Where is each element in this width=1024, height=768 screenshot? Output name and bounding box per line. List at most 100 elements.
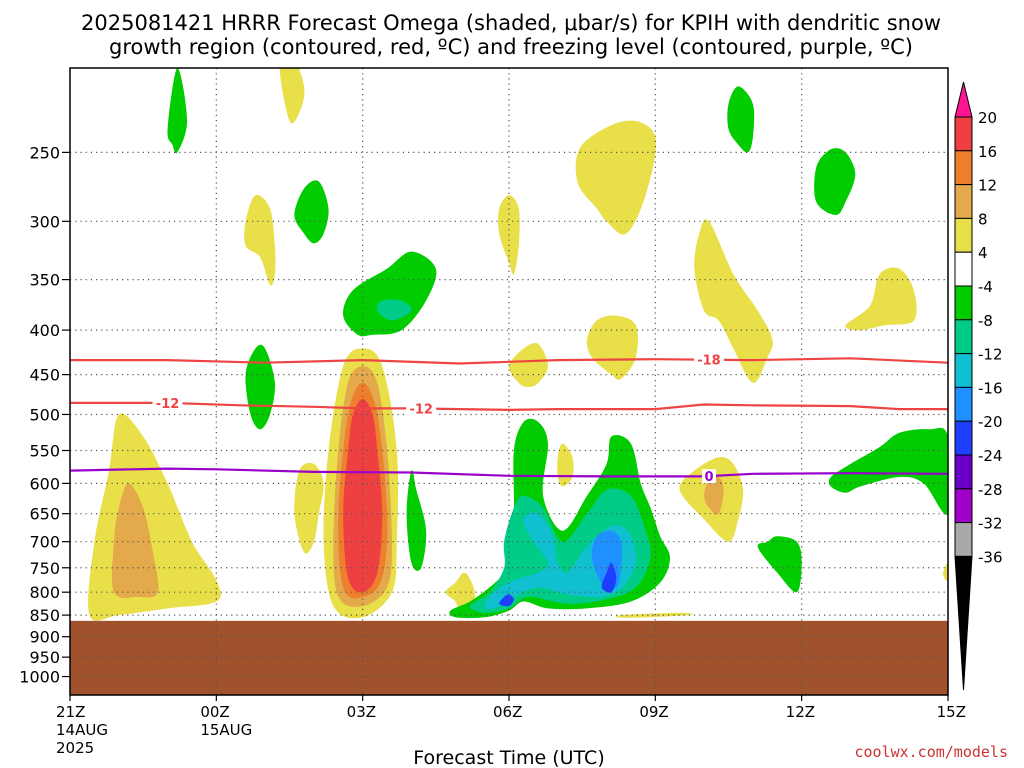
x-tick-label-5: 12Z [786, 703, 815, 721]
omega-region-1 [111, 483, 159, 599]
omega-region-36 [943, 562, 948, 581]
y-tick-label-1000: 1000 [19, 668, 60, 687]
colorbar-label-13: -36 [978, 548, 1003, 566]
omega-region-35 [828, 427, 948, 515]
omega-region-12 [376, 299, 412, 321]
omega-region-11 [343, 251, 437, 337]
y-tick-label-500: 500 [29, 405, 60, 424]
contour-label-0-0: 0 [704, 470, 713, 485]
colorbar: 20 16 12 8 4 -4 -8 -12 -16 -20 -24 -28 -32 -36 [954, 81, 1003, 691]
y-tick-label-700: 700 [29, 533, 60, 552]
source-label: coolwx.com/models [854, 743, 1008, 761]
y-tick-label-450: 450 [29, 366, 60, 385]
y-tick-label-600: 600 [29, 474, 60, 493]
x-tick-label-6: 15Z [937, 703, 966, 721]
x-tick-label-0: 21Z [56, 703, 85, 721]
contour-label-bg--12-1 [406, 401, 437, 416]
contour-line-0 [70, 467, 948, 478]
omega-region-14 [245, 344, 276, 430]
omega-region-33 [704, 476, 724, 515]
colorbar-label-9: -20 [978, 413, 1003, 431]
y-tick-label-900: 900 [29, 628, 60, 647]
colorbar-label-6: -8 [978, 312, 993, 330]
y-axis: 250 300 350 400 450 500 550 600 650 700 750 800 850 9… [19, 143, 70, 687]
colorbar-segment-3 [954, 184, 973, 219]
contour-label-bg-0-0 [701, 469, 716, 484]
y-tick-label-950: 950 [29, 648, 60, 667]
x-tick-date-1: 15AUG [200, 721, 252, 739]
x-tick-label-4: 09Z [639, 703, 668, 721]
contour-label-bg--12-0 [152, 395, 183, 410]
colorbar-label-0: 20 [978, 109, 997, 127]
colorbar-segment-2 [954, 150, 973, 186]
colorbar-label-12: -32 [978, 515, 1003, 533]
colorbar-segment-12 [954, 488, 973, 524]
y-tick-label-400: 400 [29, 321, 60, 340]
omega-region-26 [586, 315, 638, 380]
chart-title-line1: 2025081421 HRRR Forecast Omega (shaded, … [81, 11, 941, 35]
colorbar-segment-13 [954, 522, 973, 557]
omega-region-24 [508, 342, 548, 387]
contour-label-bg--18-0 [693, 352, 724, 367]
colorbar-label-4: 4 [978, 244, 988, 262]
x-tick-label-3: 06Z [493, 703, 522, 721]
omega-region-6 [294, 462, 324, 554]
omega-region-30 [694, 219, 773, 383]
x-tick-year-0: 2025 [56, 739, 94, 757]
omega-region-21 [601, 562, 617, 593]
colorbar-segment-6 [954, 285, 973, 321]
y-tick-label-800: 800 [29, 583, 60, 602]
colorbar-segment-10 [954, 420, 973, 456]
omega-region-5 [343, 399, 383, 593]
colorbar-segment-4 [954, 217, 973, 253]
colorbar-label-8: -16 [978, 379, 1003, 397]
colorbar-segment-5 [954, 251, 973, 287]
contour-label--12-1: -12 [409, 403, 433, 418]
y-tick-label-750: 750 [29, 559, 60, 578]
omega-region-10 [244, 194, 276, 286]
colorbar-label-7: -12 [978, 346, 1003, 364]
ground-below-surface [70, 620, 948, 695]
omega-region-7 [167, 68, 188, 154]
colorbar-label-3: 8 [978, 210, 988, 228]
omega-region-34 [757, 536, 802, 593]
omega-region-9 [294, 180, 329, 244]
colorbar-label-5: -4 [978, 278, 993, 296]
colorbar-bottom-arrow [954, 555, 973, 691]
omega-region-31 [845, 267, 917, 331]
y-tick-label-650: 650 [29, 505, 60, 524]
colorbar-segment-11 [954, 454, 973, 490]
contour-lines: -18 -12 -12 0 [70, 352, 948, 485]
colorbar-label-11: -28 [978, 481, 1003, 499]
x-tick-label-2: 03Z [347, 703, 376, 721]
x-tick-date-0: 14AUG [56, 721, 108, 739]
colorbar-segment-7 [954, 319, 973, 355]
omega-region-29 [814, 148, 856, 215]
y-tick-label-300: 300 [29, 212, 60, 231]
omega-region-28 [727, 86, 755, 153]
x-axis-label: Forecast Time (UTC) [413, 747, 604, 768]
colorbar-segment-8 [954, 353, 973, 388]
contour-label--18-0: -18 [697, 354, 721, 369]
colorbar-label-1: 16 [978, 143, 997, 161]
contour-line--12 [70, 401, 948, 412]
omega-region-22 [499, 594, 514, 607]
colorbar-segment-9 [954, 386, 973, 422]
contour-label--12-0: -12 [156, 397, 180, 412]
y-tick-label-250: 250 [29, 143, 60, 162]
y-tick-label-550: 550 [29, 442, 60, 461]
omega-region-23 [615, 612, 694, 618]
colorbar-label-10: -24 [978, 447, 1003, 465]
contour-line--18 [70, 357, 948, 365]
colorbar-label-2: 12 [978, 177, 997, 195]
x-tick-label-1: 00Z [200, 703, 229, 721]
omega-region-8 [279, 68, 305, 124]
y-tick-label-350: 350 [29, 271, 60, 290]
omega-region-27 [575, 120, 657, 235]
y-tick-label-850: 850 [29, 606, 60, 625]
colorbar-top-arrow [954, 81, 973, 118]
chart-title-line2: growth region (contoured, red, ºC) and f… [109, 35, 913, 59]
omega-region-15 [406, 469, 427, 571]
